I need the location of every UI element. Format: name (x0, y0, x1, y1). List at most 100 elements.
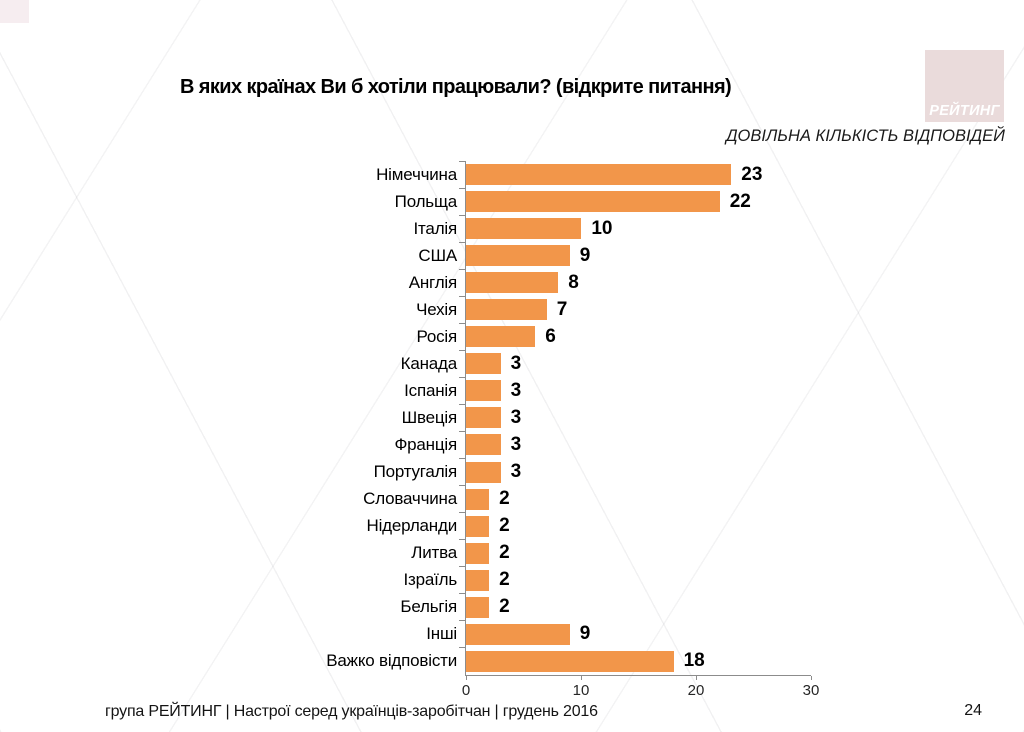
chart-row: Італія 10 (180, 214, 812, 242)
chart-row: США 9 (180, 241, 812, 269)
x-tick-label: 20 (687, 682, 705, 699)
bar (466, 596, 490, 618)
value-label: 3 (510, 406, 522, 428)
chart-row: Чехія 7 (180, 295, 812, 323)
category-label: США (418, 245, 457, 265)
x-axis: 0 10 20 30 (462, 675, 819, 702)
bar-area: 3 (459, 349, 812, 377)
chart-row: Німеччина 23 (180, 160, 812, 188)
bar-area: 2 (459, 566, 812, 594)
value-label: 2 (499, 488, 510, 510)
chart-row: Ізраїль 2 (180, 566, 812, 594)
chart-row: Росія 6 (180, 322, 812, 350)
bar (466, 569, 490, 591)
bar-area: 8 (459, 268, 812, 296)
chart-row: Португалія 3 (180, 458, 812, 486)
chart-row: Швеція 3 (180, 403, 812, 431)
bar (466, 380, 501, 402)
page-title: В яких країнах Ви б хотіли працювали? (в… (180, 76, 732, 98)
corner-accent (0, 0, 29, 23)
value-label: 2 (499, 515, 510, 537)
value-label: 10 (591, 217, 613, 239)
bar-area: 23 (459, 160, 812, 188)
x-tick-label: 10 (572, 682, 590, 699)
value-label: 3 (510, 379, 522, 401)
value-label: 2 (499, 542, 510, 564)
x-tick-label: 0 (461, 682, 471, 699)
bar-chart: Німеччина 23 Польща 22 Італія 10 США 9 Англія 8 Че… (180, 160, 820, 706)
category-label: Канада (400, 353, 458, 373)
value-label: 3 (510, 461, 522, 483)
value-label: 22 (729, 190, 751, 212)
bar-area: 22 (459, 187, 812, 215)
category-label: Важко відповісти (326, 651, 457, 671)
chart-row: Литва 2 (180, 539, 812, 567)
chart-subtitle: ДОВІЛЬНА КІЛЬКІСТЬ ВІДПОВІДЕЙ (725, 127, 1005, 145)
chart-row: Франція 3 (180, 430, 812, 458)
value-label: 9 (579, 623, 591, 645)
bar (466, 353, 501, 375)
value-label: 7 (556, 298, 568, 320)
bar (466, 272, 559, 294)
category-label: Португалія (373, 462, 458, 482)
bar (466, 623, 570, 645)
page-number: 24 (964, 702, 982, 719)
bar (466, 434, 501, 456)
bar-area: 3 (459, 458, 812, 486)
bar-area: 2 (459, 539, 812, 567)
bar (466, 488, 490, 510)
bar-area: 10 (459, 214, 812, 242)
x-tick-mark (581, 676, 582, 680)
chart-row: Нідерланди 2 (180, 512, 812, 540)
category-label: Словаччина (363, 489, 457, 509)
x-tick-label: 30 (802, 682, 820, 699)
bar (466, 245, 570, 267)
chart-row: Англія 8 (180, 268, 812, 296)
bar-area: 9 (459, 241, 812, 269)
bar-area: 2 (459, 512, 812, 540)
bar (466, 650, 674, 672)
category-label: Італія (413, 218, 458, 238)
chart-row: Польща 22 (180, 187, 812, 215)
category-label: Чехія (416, 299, 457, 319)
x-tick-mark (811, 676, 812, 680)
chart-row: Іспанія 3 (180, 376, 812, 404)
bar (466, 191, 720, 213)
bar-area: 7 (459, 295, 812, 323)
chart-row: Важко відповісти 18 (180, 647, 812, 675)
category-label: Росія (416, 326, 457, 346)
value-label: 23 (741, 163, 763, 185)
footer-source: група РЕЙТИНГ | Настрої серед українців-… (105, 703, 598, 720)
category-label: Іспанія (404, 380, 457, 400)
y-axis-line (465, 161, 466, 676)
bar (466, 326, 536, 348)
value-label: 6 (545, 325, 556, 347)
bar (466, 164, 732, 186)
value-label: 8 (568, 271, 579, 293)
category-label: Франція (394, 434, 457, 454)
x-tick-mark (696, 676, 697, 680)
category-label: Литва (411, 543, 457, 563)
category-label: Польща (394, 191, 458, 211)
x-tick-mark (466, 676, 467, 680)
bar (466, 461, 501, 483)
rating-logo-text: РЕЙТИНГ (929, 103, 1000, 119)
category-label: Ізраїль (403, 570, 457, 590)
category-label: Бельгія (400, 597, 457, 617)
bar-area: 9 (459, 620, 812, 648)
category-label: Німеччина (376, 164, 457, 184)
bar-area: 3 (459, 376, 812, 404)
bar-area: 18 (459, 647, 812, 675)
chart-row: Канада 3 (180, 349, 812, 377)
chart-rows: Німеччина 23 Польща 22 Італія 10 США 9 Англія 8 Че… (180, 160, 812, 675)
rating-logo: РЕЙТИНГ (925, 50, 1004, 122)
bar-area: 2 (459, 485, 812, 513)
value-label: 18 (683, 650, 705, 672)
value-label: 3 (510, 433, 522, 455)
chart-row: Словаччина 2 (180, 485, 812, 513)
bar (466, 542, 490, 564)
category-label: Інші (426, 624, 457, 644)
bar-area: 2 (459, 593, 812, 621)
category-label: Англія (408, 272, 457, 292)
